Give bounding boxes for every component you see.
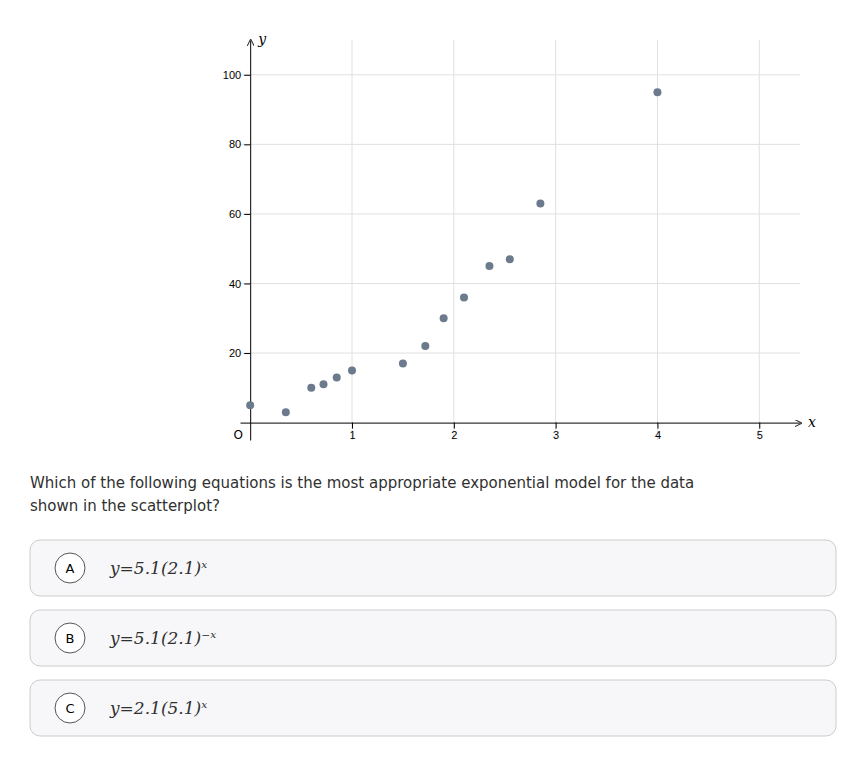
origin-label: O	[233, 428, 242, 442]
grid-line-y	[240, 283, 800, 284]
x-tick-mark	[759, 423, 760, 429]
option-label: B	[66, 631, 75, 646]
y-tick-label: 20	[229, 347, 241, 359]
point	[246, 401, 254, 409]
point	[460, 293, 468, 301]
question-text: Which of the following equations is the …	[30, 474, 694, 515]
y-axis-label: y	[257, 31, 267, 47]
x-axis: 1 2 3 4 5	[241, 423, 801, 442]
point	[307, 384, 315, 392]
x-tick-label: 4	[655, 429, 661, 441]
x-tick: 5	[757, 423, 763, 442]
y-axis: 20 40 60 80 100	[223, 41, 251, 441]
y-tick-label: 80	[229, 138, 241, 150]
x-tick: 2	[451, 423, 457, 442]
y-axis-line	[250, 41, 251, 441]
option-label: C	[65, 701, 74, 716]
grid-line-x	[759, 40, 760, 440]
y-tick: 60	[229, 208, 250, 220]
x-tick: 4	[655, 423, 661, 442]
y-tick: 100	[223, 69, 250, 81]
option: Ay=5.1(2.1)ˣ	[30, 540, 836, 596]
y-tick: 20	[229, 347, 250, 359]
grid-line-x	[555, 40, 556, 440]
grid-line-x	[453, 40, 454, 440]
y-tick-mark	[244, 214, 250, 215]
point	[536, 199, 544, 207]
option-circle	[55, 693, 85, 723]
x-tick: 1	[349, 423, 355, 442]
grid-line-x	[352, 40, 353, 440]
grid-line-y	[240, 144, 800, 145]
grid	[240, 40, 800, 440]
x-tick-mark	[352, 423, 353, 429]
grid-line-y	[240, 353, 800, 354]
x-tick-label: 2	[451, 429, 457, 441]
point	[421, 342, 429, 350]
point	[399, 359, 407, 367]
option-text: y=5.1(2.1)⁻ˣ	[109, 628, 216, 648]
y-tick-mark	[244, 283, 250, 284]
grid-line-y	[240, 74, 800, 75]
option-circle	[55, 623, 85, 653]
point	[319, 380, 327, 388]
y-tick: 80	[229, 138, 250, 150]
points	[246, 88, 661, 416]
y-tick-label: 40	[229, 277, 241, 289]
x-tick-label: 1	[349, 429, 355, 441]
point	[653, 88, 661, 96]
option-box	[30, 680, 836, 736]
point	[348, 366, 356, 374]
grid-line-y	[240, 213, 800, 214]
y-tick-label: 60	[229, 208, 241, 220]
option-box	[30, 610, 836, 666]
x-tick-mark	[657, 423, 658, 429]
y-tick-label: 100	[223, 69, 241, 81]
option-box	[30, 540, 836, 596]
point	[333, 373, 341, 381]
point	[506, 255, 514, 263]
option-text: y=5.1(2.1)ˣ	[109, 558, 207, 578]
x-tick-label: 3	[553, 429, 559, 441]
point	[440, 314, 448, 322]
option: By=5.1(2.1)⁻ˣ	[30, 610, 836, 666]
y-tick: 40	[229, 277, 250, 289]
option: Cy=2.1(5.1)ˣ	[30, 680, 836, 736]
y-tick-mark	[244, 353, 250, 354]
point	[485, 262, 493, 270]
x-tick-label: 5	[757, 429, 763, 441]
x-axis-label: x	[808, 414, 816, 430]
y-tick-mark	[244, 75, 250, 76]
point	[282, 408, 290, 416]
option-label: A	[66, 561, 75, 576]
option-text: y=2.1(5.1)ˣ	[109, 698, 207, 718]
x-tick: 3	[553, 423, 559, 442]
x-tick-mark	[454, 423, 455, 429]
chart-svg: 1 2 3 4 5 20 40 60 80 100 x y O Which of the followin…	[0, 0, 866, 779]
option-circle	[55, 553, 85, 583]
x-tick-mark	[556, 423, 557, 429]
y-tick-mark	[244, 144, 250, 145]
x-axis-line	[241, 423, 801, 424]
grid-line-x	[657, 40, 658, 440]
